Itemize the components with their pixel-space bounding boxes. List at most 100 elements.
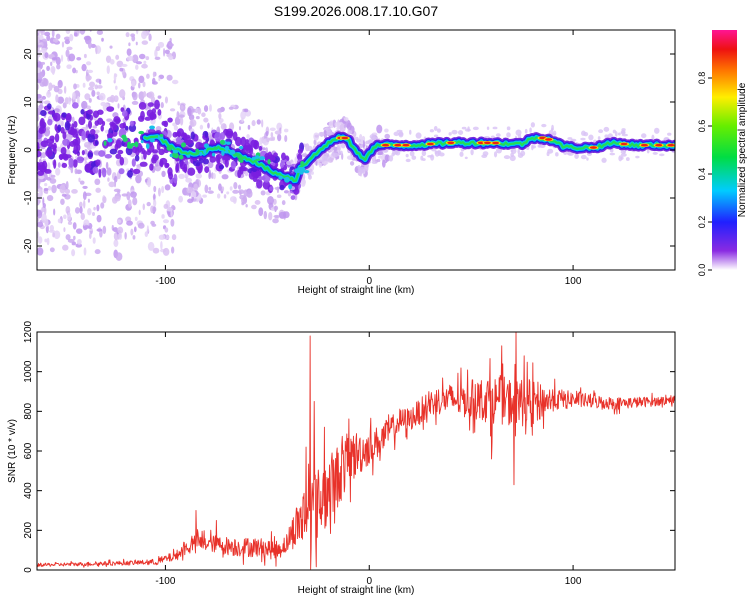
- noise-blob: [51, 30, 55, 38]
- noise-blob: [277, 133, 282, 142]
- hot-spot: [402, 143, 410, 147]
- noise-blob: [44, 183, 48, 187]
- noise-blob: [128, 42, 131, 47]
- hot-spot: [620, 142, 628, 146]
- signal-blob: [121, 110, 128, 117]
- signal-blob: [209, 155, 217, 163]
- signal-blob: [221, 150, 225, 156]
- noise-blob: [580, 137, 586, 141]
- noise-blob: [146, 73, 150, 79]
- noise-blob: [283, 128, 289, 133]
- noise-blob: [158, 187, 161, 197]
- signal-blob: [145, 143, 150, 149]
- signal-blob: [248, 145, 254, 155]
- noise-blob: [113, 72, 117, 82]
- noise-blob: [334, 121, 340, 128]
- noise-blob: [41, 152, 46, 159]
- noise-blob: [73, 235, 76, 241]
- noise-blob: [197, 107, 202, 115]
- noise-blob: [40, 61, 46, 65]
- noise-blob: [74, 168, 78, 175]
- noise-blob: [117, 103, 120, 109]
- noise-blob: [107, 177, 110, 182]
- hot-spot: [545, 138, 553, 141]
- signal-blob: [159, 133, 164, 137]
- noise-blob: [65, 49, 70, 58]
- noise-blob: [52, 37, 59, 43]
- noise-blob: [121, 63, 128, 67]
- noise-blob: [38, 104, 44, 109]
- noise-blob: [166, 74, 173, 81]
- noise-blob: [173, 125, 178, 131]
- signal-blob: [197, 166, 202, 174]
- noise-blob: [79, 30, 86, 35]
- noise-blob: [155, 46, 161, 52]
- noise-blob: [115, 85, 118, 90]
- noise-blob: [50, 174, 56, 178]
- noise-blob: [384, 133, 391, 139]
- noise-blob: [112, 227, 119, 233]
- signal-blob: [113, 118, 121, 123]
- noise-blob: [331, 152, 335, 156]
- noise-blob: [69, 33, 74, 42]
- noise-blob: [229, 122, 235, 131]
- signal-blob: [117, 149, 124, 155]
- noise-blob: [88, 97, 92, 103]
- colorbar-tick-label: 0.0: [697, 264, 707, 277]
- y-tick-label: 0: [23, 567, 34, 573]
- noise-blob: [148, 33, 152, 42]
- signal-blob: [47, 110, 55, 115]
- noise-blob: [245, 203, 248, 208]
- noise-blob: [46, 177, 52, 181]
- noise-blob: [218, 112, 222, 120]
- noise-blob: [625, 157, 630, 162]
- noise-blob: [92, 125, 98, 129]
- noise-blob: [60, 54, 64, 62]
- signal-blob: [69, 140, 77, 147]
- noise-blob: [617, 132, 621, 136]
- noise-blob: [154, 56, 161, 61]
- noise-blob: [61, 193, 67, 197]
- noise-blob: [89, 30, 92, 32]
- noise-blob: [135, 61, 143, 65]
- noise-blob: [459, 151, 464, 157]
- noise-blob: [286, 160, 292, 166]
- x-tick-label: 100: [565, 276, 582, 287]
- y-tick-label: -20: [23, 238, 34, 253]
- noise-blob: [580, 154, 587, 160]
- signal-blob: [80, 109, 85, 115]
- noise-blob: [207, 161, 214, 169]
- noise-blob: [83, 225, 91, 229]
- noise-blob: [82, 191, 87, 200]
- signal-blob: [144, 116, 152, 121]
- noise-blob: [318, 131, 325, 137]
- noise-blob: [87, 198, 90, 203]
- noise-blob: [490, 135, 495, 139]
- noise-blob: [49, 247, 55, 253]
- noise-blob: [52, 232, 55, 238]
- noise-blob: [37, 30, 44, 32]
- signal-blob: [78, 116, 86, 126]
- noise-blob: [164, 184, 171, 191]
- signal-blob: [65, 112, 72, 123]
- snr-x-label: Height of straight line (km): [298, 585, 415, 596]
- noise-blob: [61, 120, 64, 127]
- noise-blob: [190, 190, 197, 200]
- noise-blob: [152, 71, 156, 78]
- noise-blob: [341, 142, 346, 149]
- noise-blob: [154, 49, 158, 58]
- noise-blob: [287, 191, 292, 197]
- noise-blob: [75, 228, 83, 234]
- noise-blob: [87, 208, 92, 216]
- colorbar-scale: [712, 30, 737, 270]
- noise-blob: [515, 129, 522, 136]
- noise-blob: [37, 217, 40, 222]
- signal-blob: [76, 156, 84, 164]
- noise-blob: [96, 84, 103, 89]
- noise-blob: [59, 109, 62, 115]
- hot-spot: [483, 141, 491, 145]
- signal-blob: [87, 120, 93, 129]
- noise-blob: [597, 136, 601, 141]
- noise-blob: [86, 75, 92, 81]
